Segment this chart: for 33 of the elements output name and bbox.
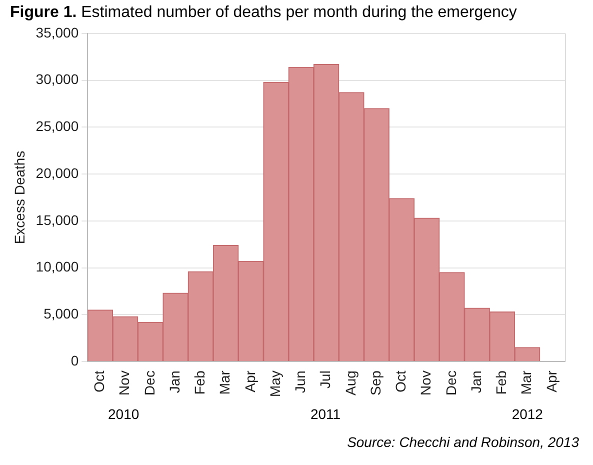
x-tick-label: Dec: [442, 370, 459, 396]
x-tick-label: Feb: [192, 370, 208, 395]
x-tick-label: May: [266, 370, 283, 398]
chart-title: Figure 1. Estimated number of deaths per month during the emergency: [10, 4, 517, 22]
source-note: Source: Checchi and Robinson, 2013: [347, 434, 579, 450]
x-tick-label: Apr: [543, 370, 560, 392]
y-axis-title: Excess Deaths: [11, 150, 28, 244]
text: 2011: [310, 406, 341, 422]
x-tick-label: Jan: [468, 370, 484, 394]
x-tick-label: Jan: [166, 370, 182, 394]
y-tick-label: 20,000: [36, 164, 79, 181]
x-tick-label: Nov: [418, 370, 434, 396]
x-tick-label: Jun: [292, 370, 308, 394]
text: 2012: [512, 406, 543, 422]
y-tick-label: 5,000: [44, 306, 79, 322]
x-tick-label: Feb: [493, 370, 510, 395]
x-tick-label: Jul: [317, 370, 334, 388]
y-tick-label: 30,000: [36, 71, 79, 88]
y-tick-label: 35,000: [36, 24, 79, 40]
x-tick-label: Oct: [91, 370, 108, 392]
y-tick-label: 25,000: [36, 118, 79, 134]
x-tick-label: Apr: [242, 370, 258, 392]
y-tick-label: 15,000: [36, 212, 79, 228]
x-tick-label: Oct: [392, 370, 409, 392]
x-tick-label: Dec: [141, 370, 158, 396]
x-tick-label: Mar: [518, 370, 534, 395]
x-tick-label: Nov: [116, 370, 132, 396]
y-tick-label: 10,000: [36, 258, 79, 275]
text: 2010: [108, 406, 140, 422]
x-tick-label: Aug: [342, 370, 358, 396]
x-tick-label: Sep: [367, 370, 384, 396]
x-tick-label: Mar: [216, 370, 233, 395]
y-tick-label: 0: [70, 352, 79, 368]
